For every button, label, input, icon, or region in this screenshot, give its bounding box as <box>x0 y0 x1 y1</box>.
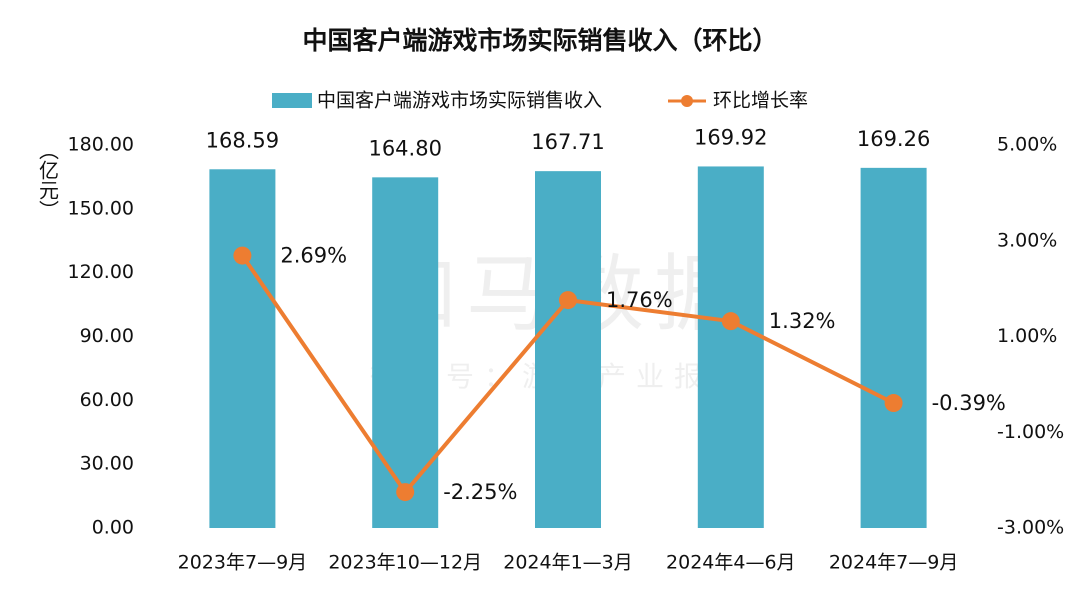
line-point <box>233 246 252 265</box>
chart-title: 中国客户端游戏市场实际销售收入（环比） <box>302 26 777 55</box>
y-tick-label: 30.00 <box>80 453 134 475</box>
x-tick-label: 2023年10—12月 <box>328 552 482 574</box>
bar <box>860 167 927 528</box>
line-point <box>559 291 577 310</box>
bar-value-label: 164.80 <box>368 136 441 160</box>
line-point <box>884 394 903 413</box>
bar-value-label: 169.92 <box>694 125 767 149</box>
legend-label: 环比增长率 <box>713 90 808 112</box>
bar-value-label: 168.59 <box>206 128 279 152</box>
y-axis-label: （亿元） <box>36 140 60 220</box>
line-value-label: 1.76% <box>606 288 673 312</box>
y-tick-label: 60.00 <box>80 389 134 411</box>
legend-swatch <box>681 95 693 107</box>
x-tick-label: 2024年4—6月 <box>666 552 796 574</box>
bar <box>697 166 764 528</box>
x-tick-label: 2024年1—3月 <box>503 552 633 574</box>
bar-value-label: 169.26 <box>857 127 930 151</box>
y-tick-label: 150.00 <box>68 197 134 219</box>
x-tick-label: 2024年7—9月 <box>829 552 959 574</box>
line-point <box>396 483 415 502</box>
bar <box>535 171 601 528</box>
line-value-label: -0.39% <box>932 391 1006 415</box>
y-tick-label: 0.00 <box>92 517 134 539</box>
y2-tick-label: 1.00% <box>997 325 1057 347</box>
x-tick-label: 2023年7—9月 <box>178 552 308 574</box>
y2-tick-label: -1.00% <box>997 421 1064 443</box>
legend-swatch <box>272 93 312 108</box>
y2-tick-label: 3.00% <box>997 229 1057 251</box>
y2-tick-label: 5.00% <box>997 134 1057 156</box>
line-value-label: -2.25% <box>443 480 517 504</box>
y-tick-label: 180.00 <box>68 134 134 156</box>
legend-label: 中国客户端游戏市场实际销售收入 <box>317 90 602 112</box>
line-point <box>721 312 740 331</box>
bar <box>209 169 276 528</box>
line-value-label: 1.32% <box>769 309 836 333</box>
y-tick-label: 90.00 <box>80 325 134 347</box>
bar-value-label: 167.71 <box>531 130 604 154</box>
bar <box>372 177 439 528</box>
y2-tick-label: -3.00% <box>997 517 1064 539</box>
y-tick-label: 120.00 <box>68 261 134 283</box>
line-value-label: 2.69% <box>280 244 347 268</box>
